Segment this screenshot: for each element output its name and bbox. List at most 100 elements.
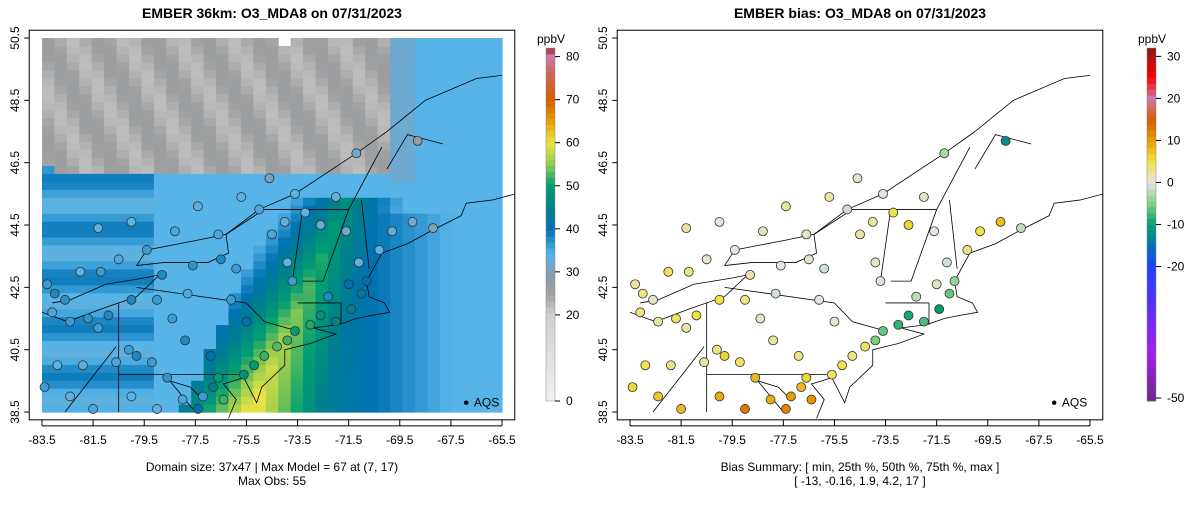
grid-cell [166,165,180,174]
state-border [302,209,350,282]
grid-cell [141,380,155,389]
grid-cell [166,260,180,270]
grid-cell [303,69,317,79]
grid-cell [265,364,279,373]
grid-cell [265,284,279,294]
grid-cell [327,228,341,238]
grid-cell [464,157,478,166]
grid-cell [377,197,391,206]
grid-cell [377,157,391,166]
grid-cell [42,85,56,95]
grid-cell [303,388,317,397]
grid-cell [240,340,254,349]
grid-cell [216,189,230,198]
grid-cell [402,332,416,342]
grid-cell [352,316,366,326]
grid-cell [402,173,416,182]
grid-cell [203,109,217,119]
grid-cell [191,356,205,365]
grid-cell [352,125,366,135]
grid-cell [54,61,68,71]
grid-cell [489,197,503,206]
colorbar-segment [1147,306,1156,314]
grid-cell [66,149,80,158]
grid-cell [203,173,217,182]
grid-cell [265,93,279,103]
grid-cell [153,380,167,389]
grid-cell [377,173,391,182]
grid-cell [203,268,217,278]
grid-cell [191,133,205,143]
grid-cell [452,157,466,166]
grid-cell [228,149,242,158]
grid-cell [452,356,466,365]
grid-cell [290,101,304,111]
grid-cell [216,276,230,286]
grid-cell [216,292,230,302]
grid-cell [265,372,279,381]
grid-cell [166,356,180,365]
grid-cell [377,380,391,389]
grid-cell [452,228,466,238]
grid-cell [390,61,404,71]
grid-cell [191,149,205,158]
grid-cell [178,348,192,357]
grid-cell [377,45,391,55]
grid-cell [42,117,56,127]
colorbar-segment [1147,206,1156,214]
grid-cell [253,221,267,230]
grid-cell [439,228,453,238]
grid-cell [464,268,478,278]
colorbar-segment [546,336,555,343]
grid-cell [253,149,267,158]
grid-cell [414,197,429,206]
grid-cell [116,93,130,103]
grid-cell [240,228,254,238]
grid-cell [402,69,416,79]
grid-cell [216,197,230,206]
colorbar-segment [1147,200,1156,208]
grid-cell [203,61,217,71]
grid-cell [240,141,254,151]
grid-cell [79,173,93,182]
grid-cell [477,38,491,47]
grid-cell [203,244,217,254]
st-lawrence [225,75,503,235]
grid-cell [66,117,80,127]
grid-cell [178,364,192,373]
grid-cell [253,101,267,111]
colorbar-segment [546,259,555,267]
grid-cell [427,101,441,111]
grid-cell [327,45,341,55]
grid-cell [390,300,404,310]
grid-cell [327,340,341,349]
grid-cell [166,69,180,79]
grid-cell [42,77,56,87]
y-tick-label: 40.5 [8,338,22,362]
grid-cell [203,228,217,238]
grid-cell [253,141,267,151]
grid-cell [116,197,130,206]
grid-cell [116,324,130,334]
grid-cell [253,213,267,222]
grid-cell [278,125,292,135]
station-point [77,360,88,371]
grid-cell [265,221,279,230]
grid-cell [91,61,105,71]
grid-cell [439,284,453,294]
grid-cell [54,109,68,119]
grid-cell [315,213,329,222]
grid-cell [116,141,130,151]
grid-cell [42,109,56,119]
grid-cell [315,157,329,166]
grid-cell [303,77,317,87]
grid-cell [66,324,80,334]
grid-cell [91,109,105,119]
grid-cell [464,348,478,357]
grid-cell [141,396,155,405]
grid-cell [104,173,118,182]
grid-cell [365,292,379,302]
grid-cell [253,300,267,310]
grid-cell [489,181,503,190]
grid-cell [54,396,68,405]
